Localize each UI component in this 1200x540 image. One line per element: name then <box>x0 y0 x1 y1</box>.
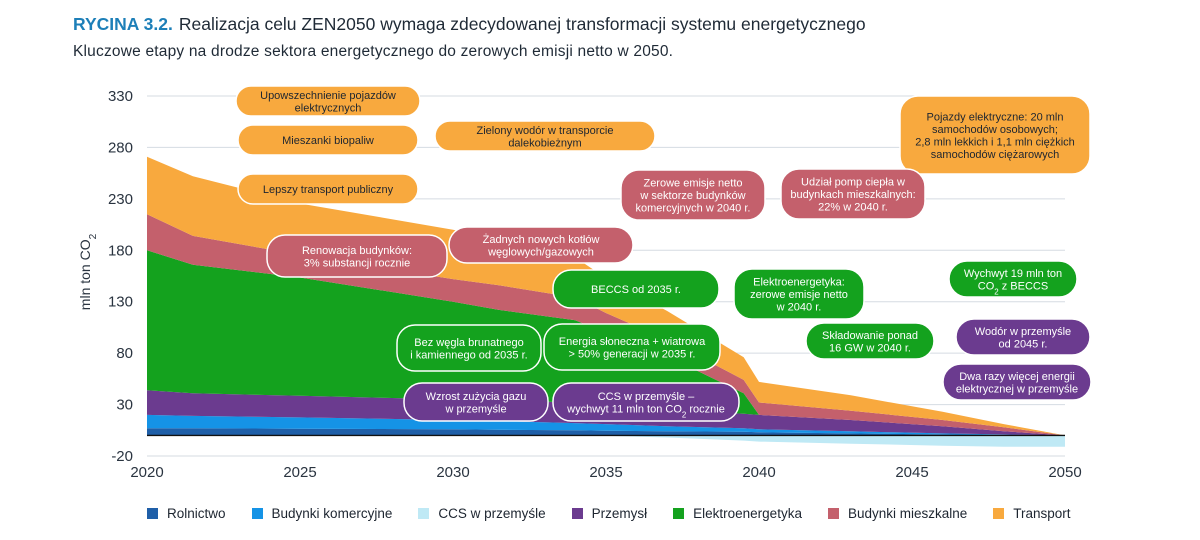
svg-text:Lepszy transport publiczny: Lepszy transport publiczny <box>263 184 394 196</box>
legend-label: Przemysł <box>591 506 648 521</box>
y-tick-label: 230 <box>108 191 133 208</box>
annotation-pojazdy-elektryczne-20-mln-samochodow-os: Pojazdy elektryczne: 20 mln samochodów os… <box>899 95 1091 175</box>
x-tick-label: 2035 <box>589 464 622 481</box>
x-tick-label: 2050 <box>1048 464 1081 481</box>
annotation-udzial-pomp-ciepla-w-budynkach-mieszkaln: Udział pomp ciepła w budynkach mieszkalny… <box>780 168 926 220</box>
legend-item-budynki-mieszkalne: Budynki mieszkalne <box>827 506 968 521</box>
y-tick-label: 130 <box>108 294 133 311</box>
x-tick-label: 2025 <box>283 464 316 481</box>
annotation-zielony-wodor-w-transporcie-dalekobiezny: Zielony wodór w transporcie dalekobieżnym <box>434 120 656 152</box>
chart-title: Realizacja celu ZEN2050 wymaga zdecydowa… <box>178 14 866 34</box>
legend-item-transport: Transport <box>993 506 1071 521</box>
annotation-mieszanki-biopaliw: Mieszanki biopaliw <box>237 124 419 156</box>
annotation-upowszechnienie-pojazdow-elektrycznych: Upowszechnienie pojazdów elektrycznych <box>235 85 421 117</box>
legend-swatch <box>251 508 263 519</box>
annotation-lepszy-transport-publiczny: Lepszy transport publiczny <box>237 173 419 205</box>
figure-label: RYCINA 3.2. <box>73 14 173 34</box>
y-tick-label: 280 <box>108 139 133 156</box>
legend-swatch <box>827 508 839 519</box>
annotation-skladowanie-ponad-16-gw-w-2040-r: Składowanie ponad 16 GW w 2040 r. <box>805 322 935 360</box>
area-rolnictwo <box>147 428 1065 436</box>
legend-swatch <box>418 508 430 519</box>
y-tick-label: -20 <box>111 448 133 465</box>
svg-text:Mieszanki biopaliw: Mieszanki biopaliw <box>282 135 374 147</box>
legend-item-ccs-w-przemysle: CCS w przemyśle <box>418 506 546 521</box>
annotation-wodor-w-przemysle-od-2045-r: Wodór w przemyśle od 2045 r. <box>955 318 1091 356</box>
legend-item-rolnictwo: Rolnictwo <box>147 506 226 521</box>
legend-label: Transport <box>1013 506 1071 521</box>
area-ccs-w-przemysle <box>147 435 1065 447</box>
legend-item-budynki-komercyjne: Budynki komercyjne <box>251 506 393 521</box>
svg-text:BECCS od 2035 r.: BECCS od 2035 r. <box>591 284 681 296</box>
legend-item-przemysl: Przemysł <box>571 506 648 521</box>
annotation-wychwyt-19-mln-ton-co2-z-beccs: Wychwyt 19 mln ton CO2 z BECCS <box>948 260 1078 298</box>
annotation-wzrost-zuzycia-gazu-w-przemysle: Wzrost zużycia gazu w przemyśle <box>403 382 549 422</box>
legend-label: Budynki mieszkalne <box>847 506 968 521</box>
legend-item-elektroenergetyka: Elektroenergetyka <box>673 506 802 521</box>
y-tick-label: 30 <box>116 397 133 414</box>
area-budynki-komercyjne <box>147 414 1065 436</box>
legend-swatch <box>571 508 583 519</box>
annotation-zerowe-emisje-netto-w-sektorze-budynkow-: Zerowe emisje netto w sektorze budynków ko… <box>620 169 766 221</box>
annotation-ccs-w-przemysle-wychwyt-11-mln-ton-co2-r: CCS w przemyśle – wychwyt 11 mln ton CO2 … <box>552 382 740 422</box>
legend-label: Budynki komercyjne <box>271 506 393 521</box>
legend-swatch <box>147 508 158 519</box>
legend-label: Rolnictwo <box>167 506 226 521</box>
x-tick-label: 2045 <box>895 464 928 481</box>
annotation-bez-wegla-brunatnego-i-kamiennego-od-203: Bez węgla brunatnego i kamiennego od 2035… <box>396 324 542 372</box>
y-tick-label: 80 <box>116 345 133 362</box>
svg-text:Elektroenergetyka:zerowe emisj: Elektroenergetyka: zerowe emisje netto w 2… <box>750 277 848 314</box>
chart-legend: Rolnictwo Budynki komercyjne CCS w przemyś… <box>147 506 1071 521</box>
x-tick-label: 2040 <box>742 464 775 481</box>
annotation-dwa-razy-wiecej-energii-elektrycznej-w-p: Dwa razy więcej energii elektrycznej w pr… <box>942 363 1092 401</box>
x-tick-label: 2030 <box>436 464 469 481</box>
legend-swatch <box>993 508 1005 519</box>
annotation-beccs-od-2035-r: BECCS od 2035 r. <box>552 269 720 309</box>
chart-header: RYCINA 3.2. Realizacja celu ZEN2050 wymag… <box>73 12 866 61</box>
y-tick-label: 180 <box>108 242 133 259</box>
legend-swatch <box>673 508 685 519</box>
chart-title-line: RYCINA 3.2. Realizacja celu ZEN2050 wymag… <box>73 12 866 36</box>
legend-label: CCS w przemyśle <box>438 506 546 521</box>
y-axis-label: mln ton CO2 <box>77 233 99 310</box>
annotation-energia-sloneczna-wiatrowa-50-generacji-: Energia słoneczna + wiatrowa > 50% genera… <box>543 323 721 371</box>
annotation-zadnych-nowych-kotlow-weglowych-gazowych: Żadnych nowych kotłów węglowych/gazowych <box>448 226 634 264</box>
svg-text:Energia słoneczna + wiatrowa>: Energia słoneczna + wiatrowa > 50% genera… <box>559 336 706 361</box>
svg-text:Renowacja budynków:3% substanc: Renowacja budynków: 3% substancji rocznie <box>302 245 412 270</box>
annotation-elektroenergetyka-zerowe-emisje-netto-w-: Elektroenergetyka: zerowe emisje netto w 2… <box>733 268 865 320</box>
annotation-renowacja-budynkow-3-substancji-rocznie: Renowacja budynków: 3% substancji rocznie <box>266 234 448 278</box>
legend-label: Elektroenergetyka <box>693 506 802 521</box>
chart-subtitle: Kluczowe etapy na drodze sektora energet… <box>73 43 674 60</box>
x-tick-label: 2020 <box>130 464 163 481</box>
y-tick-label: 330 <box>108 88 133 105</box>
